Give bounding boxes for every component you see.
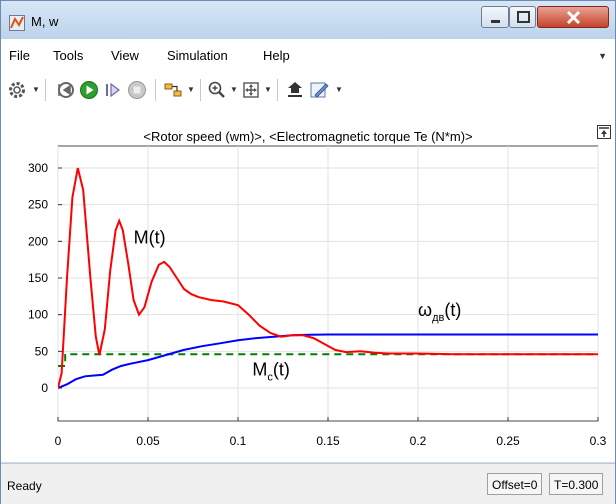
step-back-icon[interactable] bbox=[55, 80, 75, 100]
x-tick-label: 0.15 bbox=[316, 434, 340, 448]
x-tick-label: 0 bbox=[55, 434, 62, 448]
y-tick-label: 200 bbox=[28, 234, 48, 248]
settings-dropdown-icon[interactable]: ▼ bbox=[32, 85, 40, 94]
window-title: M, w bbox=[31, 14, 59, 29]
x-tick-label: 0.05 bbox=[136, 434, 160, 448]
app-icon bbox=[9, 15, 25, 31]
status-bar: Ready Offset=0 T=0.300 bbox=[1, 463, 615, 504]
torque-series-line bbox=[58, 167, 598, 389]
zoom-icon[interactable] bbox=[207, 80, 227, 100]
menu-tools[interactable]: Tools bbox=[53, 48, 84, 63]
y-tick-label: 0 bbox=[41, 381, 48, 395]
close-icon bbox=[566, 10, 581, 25]
y-tick-label: 50 bbox=[35, 344, 49, 358]
menu-help[interactable]: Help bbox=[263, 48, 290, 63]
minimize-button[interactable] bbox=[481, 6, 509, 28]
x-tick-label: 0.3 bbox=[590, 434, 607, 448]
zoom-dropdown-icon[interactable]: ▼ bbox=[230, 85, 238, 94]
status-text: Ready bbox=[7, 479, 42, 493]
menu-bar: File Tools View Simulation Help ▼ bbox=[1, 39, 615, 72]
close-button[interactable] bbox=[537, 6, 609, 28]
offset-readout: Offset=0 bbox=[487, 473, 543, 495]
minimize-icon bbox=[491, 20, 500, 23]
menu-file[interactable]: File bbox=[9, 48, 30, 63]
x-tick-label: 0.1 bbox=[230, 434, 247, 448]
maximize-icon bbox=[517, 11, 530, 23]
stop-icon[interactable] bbox=[127, 80, 147, 100]
torque-annotation: M(t) bbox=[134, 228, 166, 248]
fit-dropdown-icon[interactable]: ▼ bbox=[264, 85, 272, 94]
toolbar-separator bbox=[155, 79, 156, 101]
chart: 0 0.05 0.1 0.15 0.2 0.25 0.3 0 50 100 150 200 250 300… bbox=[28, 145, 607, 448]
menu-simulation[interactable]: Simulation bbox=[167, 48, 228, 63]
signal-selector-icon[interactable] bbox=[163, 80, 183, 100]
speed-annotation: ωдв(t) bbox=[418, 300, 461, 324]
y-tick-label: 300 bbox=[28, 161, 48, 175]
x-tick-label: 0.25 bbox=[496, 434, 520, 448]
step-forward-icon[interactable] bbox=[103, 80, 123, 100]
style-icon[interactable] bbox=[309, 80, 329, 100]
toolbar-separator bbox=[200, 79, 201, 101]
fit-to-view-icon[interactable] bbox=[241, 80, 261, 100]
y-tick-label: 100 bbox=[28, 308, 48, 322]
signal-dropdown-icon[interactable]: ▼ bbox=[187, 85, 195, 94]
chart-title: <Rotor speed (wm)>, <Electromagnetic tor… bbox=[143, 129, 473, 144]
menu-overflow-icon[interactable]: ▼ bbox=[598, 51, 607, 61]
toolbar-separator bbox=[45, 79, 46, 101]
toolbar-separator bbox=[277, 79, 278, 101]
undock-icon[interactable] bbox=[597, 125, 611, 139]
toolbar: ▼ ▼ ▼ bbox=[1, 71, 615, 110]
maximize-button[interactable] bbox=[509, 6, 536, 28]
load-torque-annotation: Mc(t) bbox=[252, 360, 290, 384]
title-bar[interactable]: M, w bbox=[1, 1, 615, 39]
time-readout: T=0.300 bbox=[549, 473, 604, 495]
highlight-icon[interactable] bbox=[285, 80, 305, 100]
x-tick-label: 0.2 bbox=[410, 434, 427, 448]
y-tick-label: 150 bbox=[28, 271, 48, 285]
style-dropdown-icon[interactable]: ▼ bbox=[335, 85, 343, 94]
menu-view[interactable]: View bbox=[111, 48, 139, 63]
run-icon[interactable] bbox=[79, 80, 99, 100]
speed-series-line bbox=[58, 333, 598, 389]
load-torque-series-line bbox=[58, 353, 598, 367]
gear-icon[interactable] bbox=[7, 80, 27, 100]
y-tick-label: 250 bbox=[28, 198, 48, 212]
